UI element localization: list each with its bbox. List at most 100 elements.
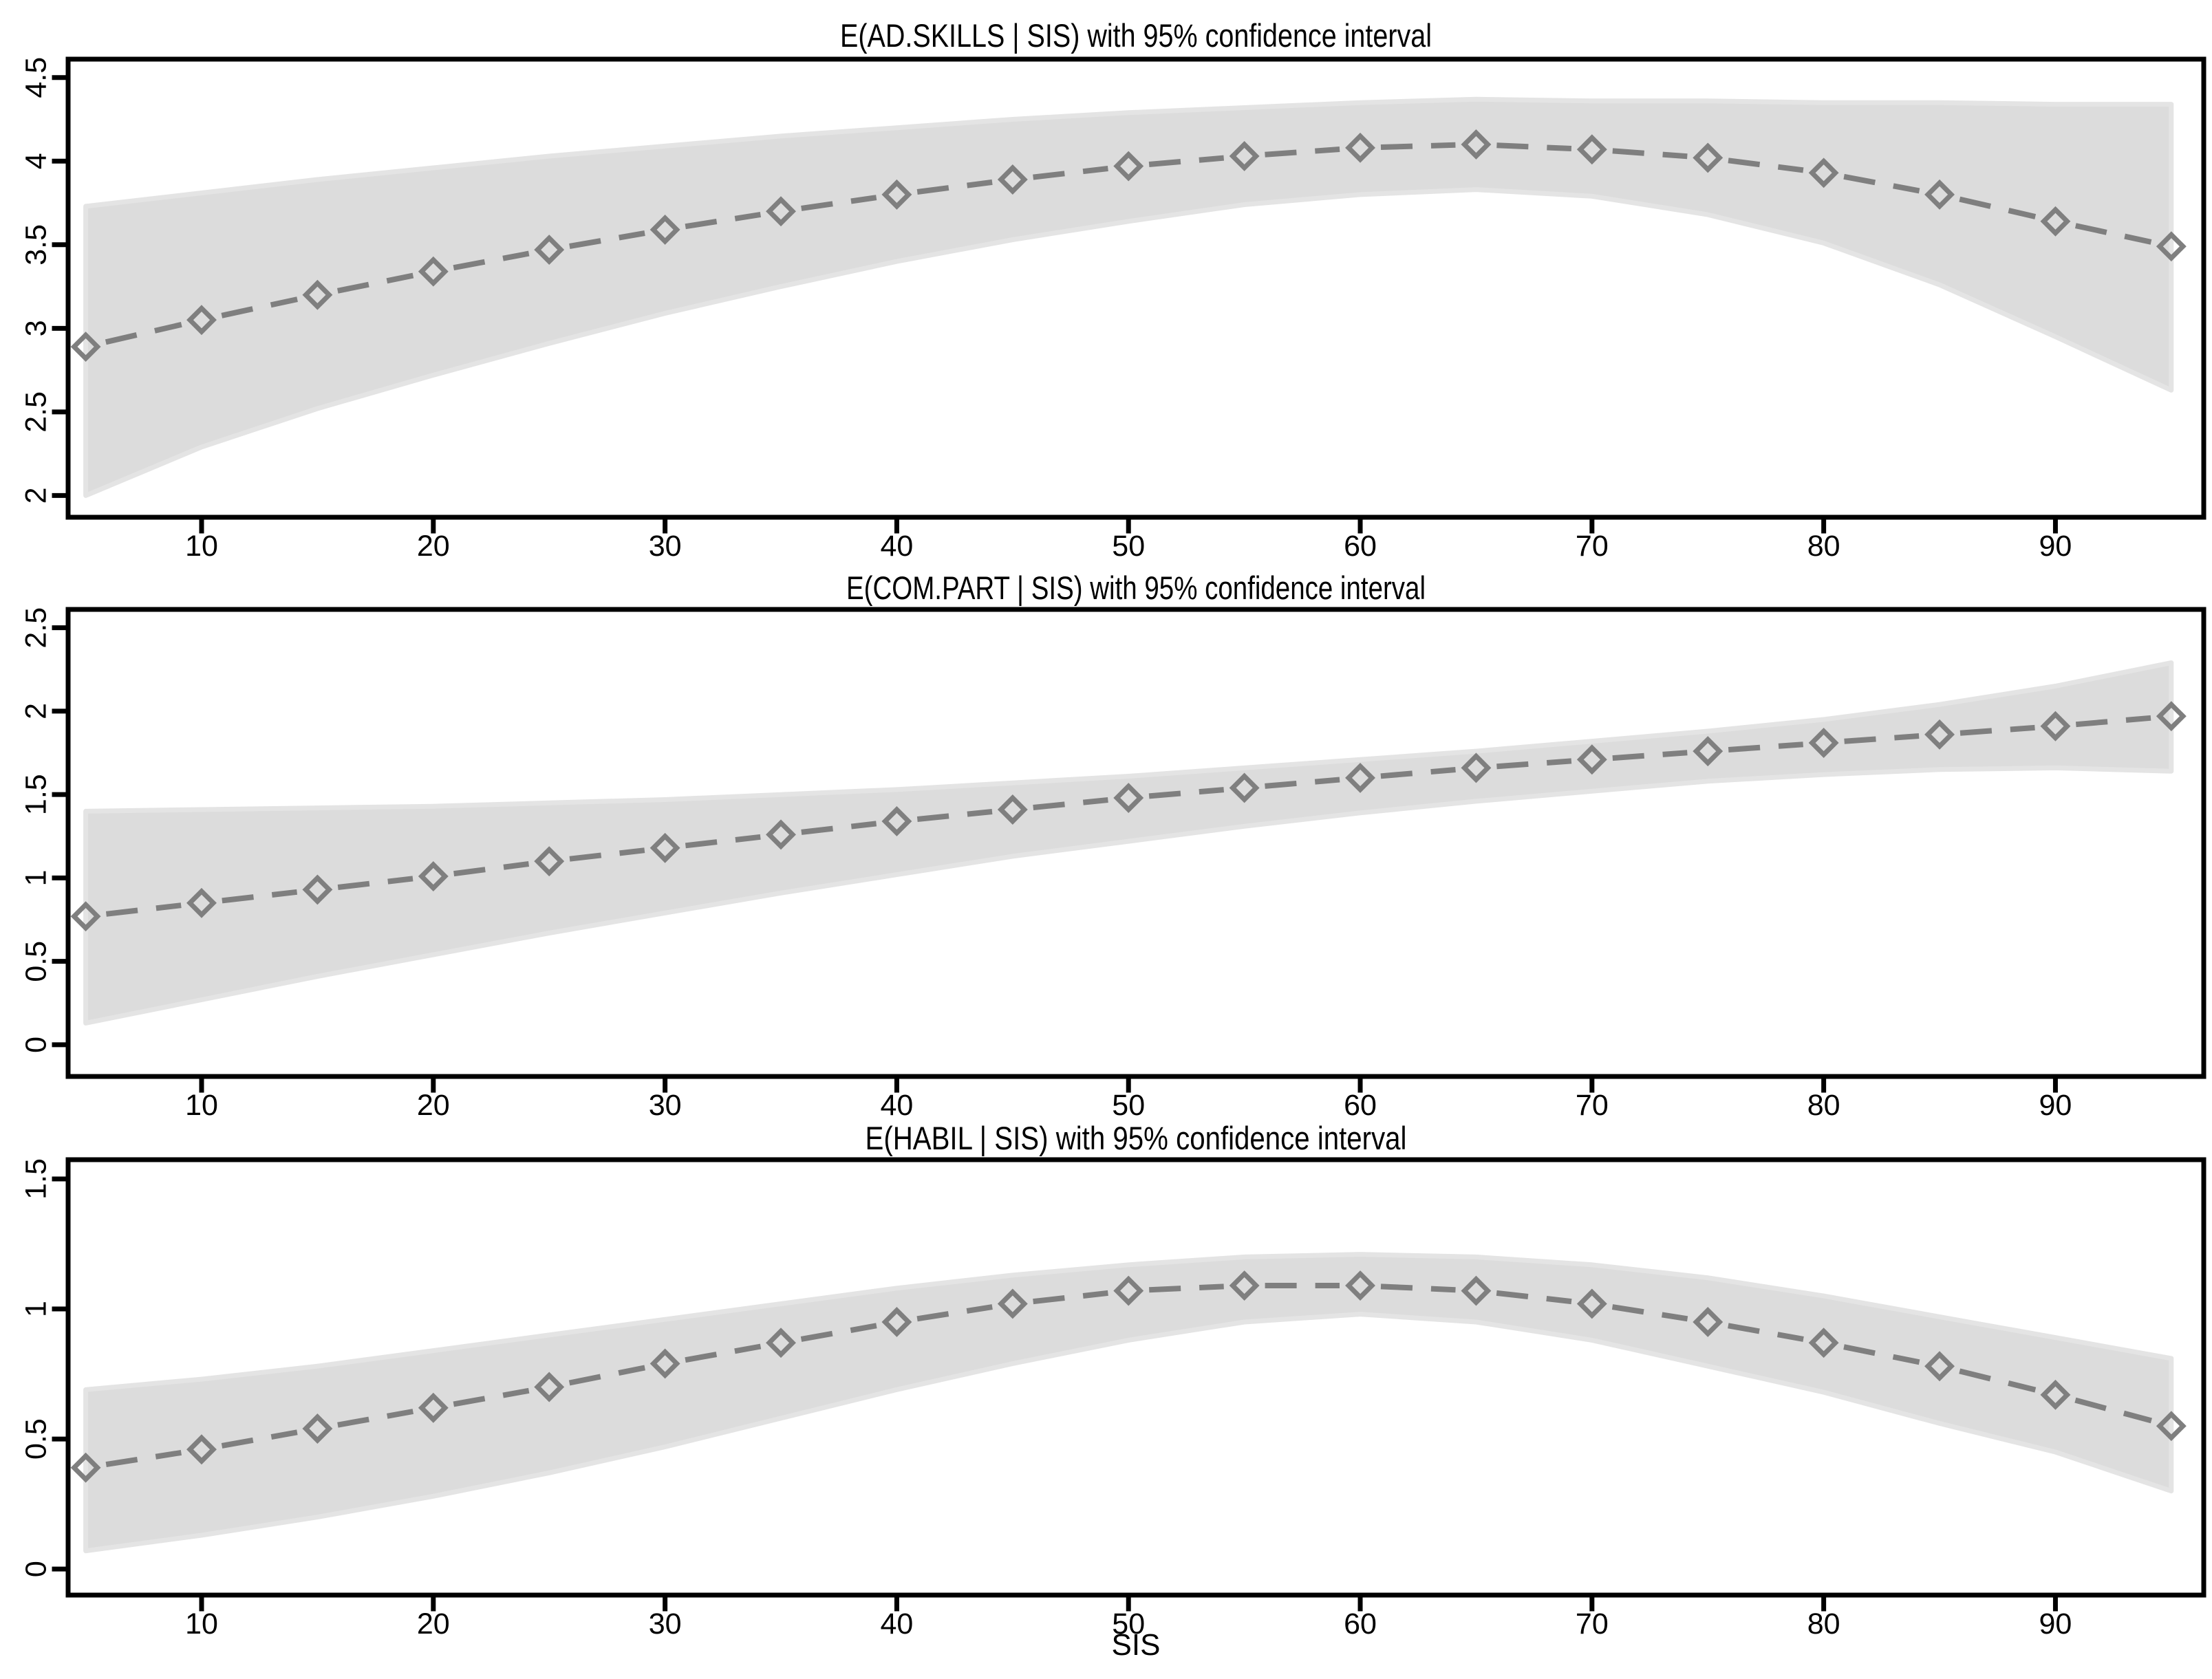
open-diamond-icon	[649, 214, 680, 245]
x-tick-label: 50	[1112, 1089, 1145, 1122]
open-diamond-icon	[997, 164, 1028, 195]
open-diamond-icon	[2040, 1379, 2071, 1410]
mean-line-segment	[105, 902, 182, 917]
open-diamond-icon	[1576, 744, 1607, 775]
open-diamond-icon	[1576, 134, 1607, 165]
mean-line-segment	[2074, 223, 2152, 245]
y-tick-label: 4.5	[19, 57, 52, 98]
x-tick-label: 60	[1344, 530, 1377, 563]
y-tick-label: 2	[19, 487, 52, 503]
panel-title: E(COM.PART | SIS) with 95% confidence in…	[846, 570, 1426, 606]
y-tick-label: 2	[19, 703, 52, 719]
mean-line-segment	[105, 1449, 182, 1468]
open-diamond-icon	[1229, 772, 1260, 803]
confidence-band	[83, 660, 2174, 1026]
y-tick-label: 2.5	[19, 391, 52, 433]
mean-line-segment	[1033, 1290, 1108, 1305]
open-diamond-icon	[1113, 783, 1144, 813]
open-diamond-icon	[2156, 701, 2187, 732]
open-diamond-icon	[1924, 719, 1955, 750]
mean-line-segment	[1380, 142, 1456, 150]
panel-title: E(AD.SKILLS | SIS) with 95% confidence i…	[840, 17, 1432, 54]
mean-line-segment	[1612, 148, 1688, 160]
open-diamond-icon	[1693, 1307, 1724, 1337]
y-tick-label: 4	[19, 153, 52, 169]
x-tick-label: 60	[1344, 1089, 1377, 1122]
open-diamond-icon	[302, 874, 333, 905]
y-tick-label: 0	[19, 1561, 52, 1577]
mean-line-segment	[1265, 777, 1340, 789]
panel-2: 10 20 30 40 50 60 70 80 90 0 0.5 1 1.5 2 2.5 E(COM.PART…	[19, 570, 2206, 1122]
mean-line-segment	[2074, 1397, 2152, 1424]
x-tick-label: 50	[1112, 530, 1145, 563]
mean-line-segment	[1265, 147, 1340, 158]
open-diamond-icon	[70, 901, 101, 932]
mean-line-segment	[1959, 1368, 2037, 1393]
x-tick-label: 30	[649, 530, 682, 563]
x-tick-label: 20	[417, 530, 450, 563]
open-diamond-icon	[766, 196, 796, 227]
mean-line-segment	[337, 272, 414, 294]
mean-line-segment	[453, 861, 530, 877]
mean-line-segment	[453, 250, 530, 271]
open-diamond-icon	[1461, 1275, 1492, 1306]
mean-line-segment	[1148, 787, 1225, 799]
y-tick-label: 0.5	[19, 1418, 52, 1460]
mean-line-segment	[1728, 158, 1804, 173]
mean-line-segment	[1033, 797, 1108, 810]
x-tick-label: 70	[1576, 1607, 1609, 1640]
open-diamond-icon	[997, 1288, 1028, 1319]
mean-line-segment	[568, 1365, 645, 1386]
mean-line-segment	[1380, 1283, 1456, 1293]
x-tick-label: 40	[880, 1607, 913, 1640]
mean-line-segment	[1148, 155, 1225, 167]
open-diamond-icon	[70, 1452, 101, 1483]
x-tick-label: 10	[185, 530, 218, 563]
open-diamond-icon	[1808, 1328, 1839, 1358]
x-tick-label: 50	[1112, 1607, 1145, 1640]
x-tick-label: 10	[185, 1607, 218, 1640]
mean-line-segment	[1843, 173, 1920, 194]
mean-line-segment	[801, 195, 877, 211]
mean-line-segment	[1959, 196, 2037, 219]
open-diamond-icon	[418, 1392, 449, 1423]
mean-line-segment	[1496, 142, 1572, 151]
open-diamond-icon	[2040, 206, 2071, 237]
x-tick-label: 80	[1807, 1089, 1840, 1122]
mean-line-segment	[337, 876, 414, 890]
mean-line-segment	[105, 322, 182, 345]
mean-line-segment	[1496, 758, 1572, 770]
panel-3: 10 20 30 40 50 60 70 80 90 0 0.5 1 1.5 E(HABIL | SIS)…	[19, 1120, 2206, 1662]
open-diamond-icon	[302, 1413, 333, 1444]
open-diamond-icon	[1924, 1351, 1955, 1382]
mean-line-segment	[1728, 1323, 1804, 1342]
confidence-band	[83, 96, 2174, 498]
mean-line-segment	[1843, 1344, 1920, 1365]
x-tick-label: 30	[649, 1089, 682, 1122]
mean-line-segment	[337, 1409, 414, 1428]
mean-line-segment	[1959, 724, 2035, 736]
open-diamond-icon	[1808, 728, 1839, 758]
mean-line-segment	[1612, 750, 1688, 761]
x-tick-label: 40	[880, 1089, 913, 1122]
plot-frame	[65, 1157, 2206, 1598]
y-tick-label: 3	[19, 320, 52, 336]
y-tick-label: 3.5	[19, 224, 52, 266]
mean-line-segment	[1380, 767, 1456, 779]
mean-line-segment	[569, 230, 645, 249]
mean-line-segment	[916, 1304, 993, 1322]
mean-line-segment	[1033, 166, 1108, 180]
mean-line-segment	[801, 821, 877, 835]
x-tick-label: 30	[649, 1607, 682, 1640]
mean-line-segment	[800, 1323, 877, 1342]
open-diamond-icon	[418, 256, 449, 287]
open-diamond-icon	[766, 1328, 796, 1358]
mean-line-segment	[1611, 1304, 1688, 1322]
open-diamond-icon	[2156, 1411, 2187, 1442]
y-tick-label: 0.5	[19, 941, 52, 982]
x-tick-label: 70	[1576, 1089, 1609, 1122]
open-diamond-icon	[1345, 1270, 1375, 1301]
y-tick-label: 1.5	[19, 774, 52, 815]
panel-title: E(HABIL | SIS) with 95% confidence inter…	[866, 1120, 1407, 1156]
